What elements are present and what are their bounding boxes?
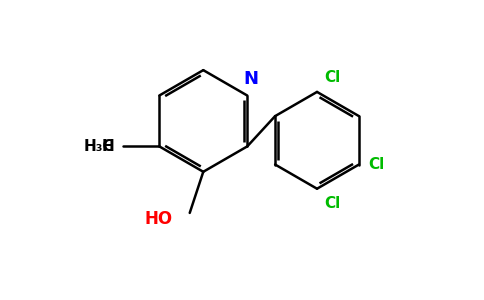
Text: N: N bbox=[243, 70, 258, 88]
Text: Cl: Cl bbox=[324, 196, 341, 211]
Text: Cl: Cl bbox=[369, 157, 385, 172]
Text: H: H bbox=[102, 139, 114, 154]
Text: Cl: Cl bbox=[324, 70, 341, 85]
Text: HO: HO bbox=[145, 210, 173, 228]
Text: H₃C: H₃C bbox=[84, 139, 114, 154]
